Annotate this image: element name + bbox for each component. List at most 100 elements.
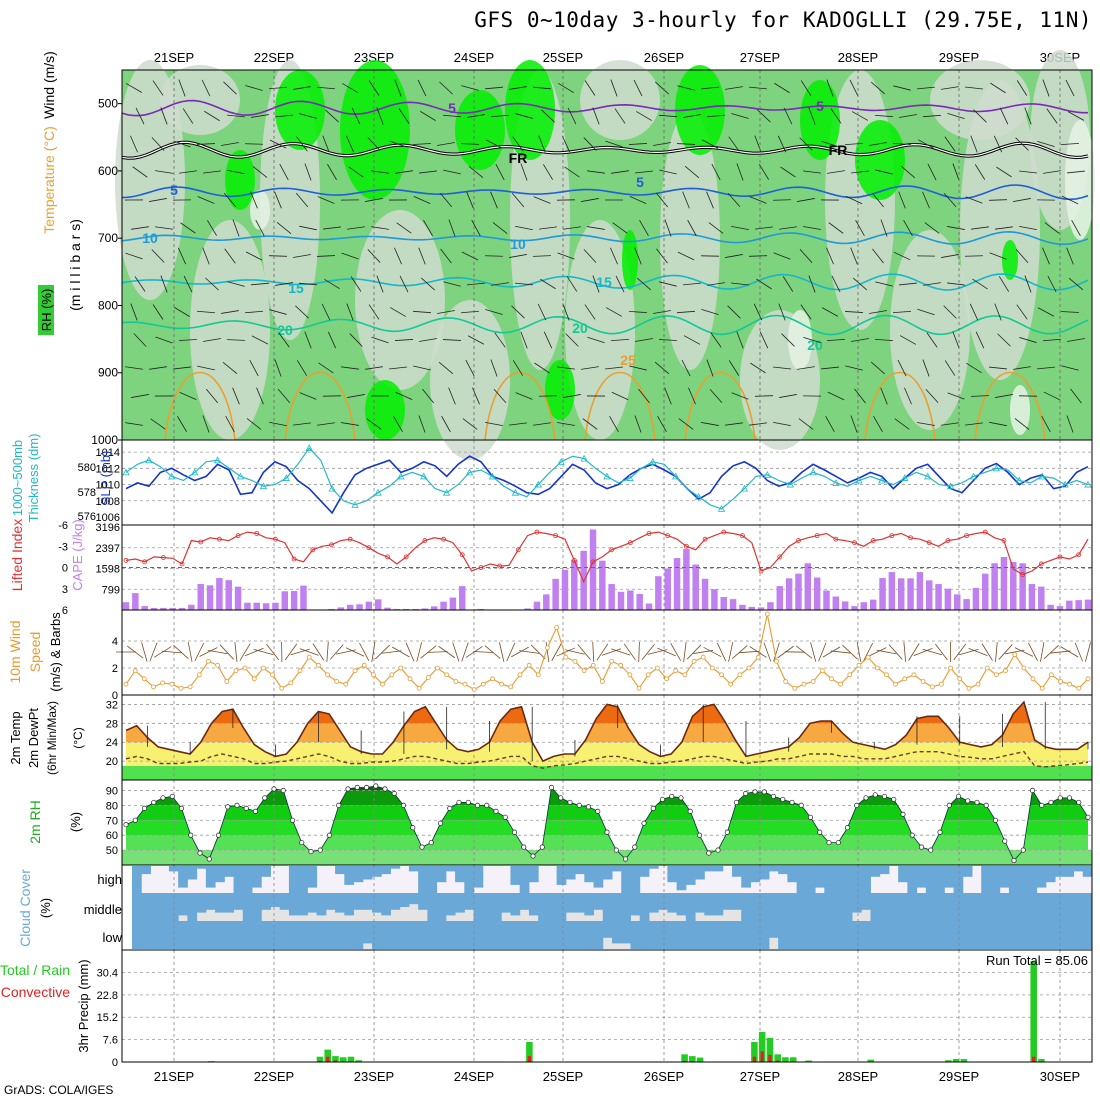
wind-barb (855, 219, 865, 237)
rh2m-point (151, 799, 157, 805)
wind-barb (413, 365, 431, 371)
wind-barb (748, 255, 768, 257)
wind-barb (757, 109, 771, 123)
wind-barb (512, 136, 524, 152)
cape-bar (813, 577, 821, 610)
cape-bar (767, 602, 774, 610)
pressure-tick-label: 900 (98, 366, 118, 380)
rh2m-point (696, 832, 703, 838)
rh2m-point (733, 799, 740, 805)
cape-bar (1066, 600, 1073, 610)
rh2m-point (706, 850, 712, 856)
cape-bar (701, 578, 709, 610)
wind-barb (439, 81, 453, 95)
wind-barb (708, 222, 724, 234)
cloud-cover-bar (270, 893, 281, 907)
cloud-cover-bar (824, 866, 835, 893)
wind-axis-label: Wind (m/s) (41, 51, 57, 119)
cape-bar (720, 597, 727, 610)
rh-field-area (855, 120, 905, 200)
thickness-point (694, 492, 703, 500)
wind-barb (471, 219, 481, 237)
t2m-axis-label-2: 2m DewPt (26, 708, 41, 768)
wind-barb (351, 107, 361, 125)
wind-barb (615, 275, 625, 293)
wind-barb (299, 113, 317, 119)
cape-bar (991, 563, 998, 610)
wind-barb (278, 332, 290, 348)
wind-speed-point (233, 668, 239, 674)
wind-barb (250, 191, 258, 209)
wind-barb (365, 198, 383, 202)
rh2m-point (1085, 814, 1091, 820)
wind-barb (971, 226, 989, 230)
slp-tick-label: 1012 (96, 463, 120, 475)
wind-speed-point (893, 681, 898, 687)
wind-barb-10m (126, 645, 144, 659)
cape-bar (533, 601, 541, 610)
cloud-cover-bar (252, 921, 262, 949)
cloud-cover-bar (648, 893, 659, 913)
precip-convective-bar (776, 1060, 780, 1062)
wind-barb (880, 219, 888, 237)
wind-barb-10m (290, 648, 310, 656)
wind-barb (438, 361, 454, 375)
cloud-cover-bar (233, 866, 244, 893)
wind-barb (917, 86, 935, 90)
precip-convective-bar (752, 1056, 757, 1062)
wind-speed-point (508, 684, 514, 690)
cape-bar (244, 602, 251, 610)
cloud-cover-bar (759, 893, 770, 921)
wind-barb (207, 220, 217, 236)
cloud-cover-bar (445, 866, 456, 872)
wind-barb (684, 165, 700, 179)
wind-barb (1037, 366, 1055, 370)
wind-barb (706, 114, 726, 118)
precip-convective-bar (682, 1060, 687, 1062)
wind-barb (1015, 137, 1029, 151)
wind-barb (317, 196, 335, 204)
wind-barb (1037, 307, 1055, 317)
wind-barb (224, 248, 236, 264)
cloud-cover-bar (925, 866, 936, 893)
wind-barb (634, 247, 642, 265)
wind-barb (989, 366, 1007, 370)
cape-bar (823, 590, 830, 610)
wind-barb (126, 83, 142, 93)
cloud-cover-bar (288, 866, 299, 893)
wind-barb (677, 85, 695, 91)
wind-barb (395, 391, 413, 401)
wind-barb (582, 418, 598, 430)
rh2m-tick-label: 60 (106, 830, 118, 842)
wind-barb (1015, 248, 1029, 264)
t2m-band-orange (126, 702, 1088, 724)
cloud-cover-bar (1064, 921, 1075, 949)
wind-speed-point (462, 681, 468, 687)
wind-barb (441, 415, 451, 433)
wind-barb (149, 198, 167, 202)
thickness-point (1015, 476, 1023, 484)
wind-barb (581, 366, 599, 370)
wind-barb (245, 251, 263, 261)
wind-barb (731, 282, 749, 286)
cloud-cover-bar (732, 921, 742, 949)
wind-barb-10m (577, 644, 591, 660)
thickness-point (351, 500, 359, 508)
wind-barb (419, 170, 437, 174)
cloud-cover-bar (344, 893, 355, 916)
wind-barb (297, 360, 307, 376)
wind-barb (676, 310, 696, 314)
wind-speed-point (911, 672, 917, 678)
wind-barb (341, 252, 359, 260)
slp-tick-label: 1006 (96, 512, 120, 524)
t2m-tick-label: 20 (106, 756, 118, 768)
cloud-cover-bar (815, 893, 825, 921)
cloud-cover-bar (390, 921, 401, 949)
cloud-cover-bar (925, 893, 936, 921)
wind-speed-point (398, 665, 404, 671)
wind-barb (485, 86, 503, 90)
wind-barb (892, 143, 912, 145)
cloud-cover-bar (842, 921, 853, 949)
cloud-cover-bar (196, 921, 207, 949)
cape-bar (982, 573, 989, 610)
